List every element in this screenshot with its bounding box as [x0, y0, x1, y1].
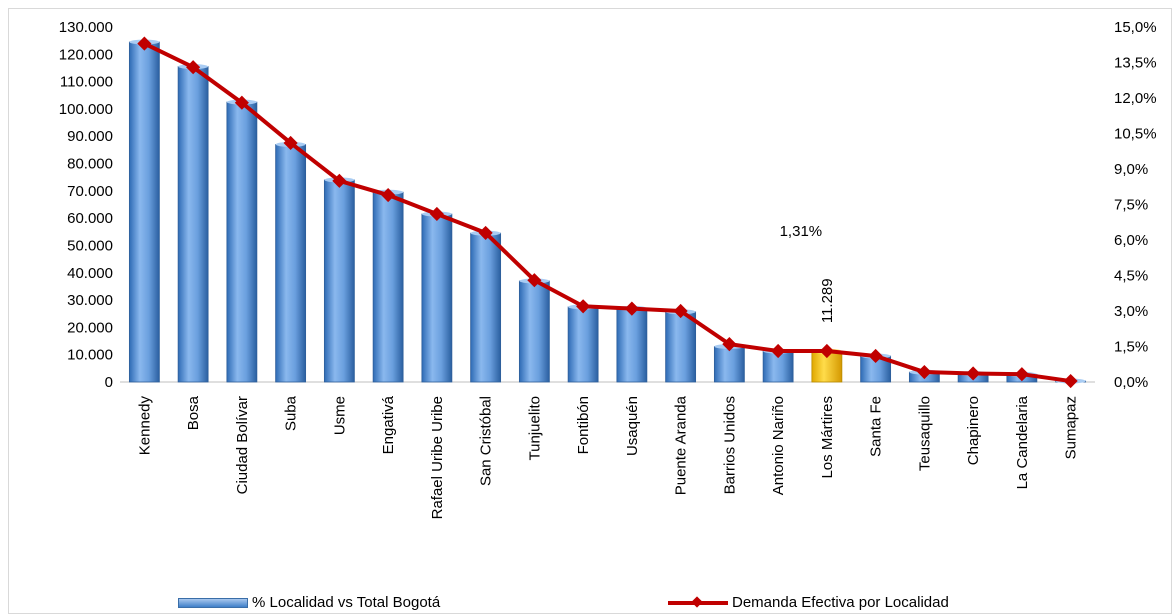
line-marker: [819, 343, 834, 359]
bar: [616, 307, 648, 383]
bar: [518, 280, 550, 383]
line-marker: [624, 301, 639, 316]
line-marker: [527, 273, 542, 288]
demand-line: [143, 41, 1071, 384]
combo-chart: 0 10.000 20.000 30.000 40.000 50.000 60.000 70.…: [59, 19, 1157, 519]
x-tick-label: Chapinero: [965, 396, 982, 465]
x-tick-label: Santa Fe: [868, 396, 885, 457]
y-left-tick-label: 60.000: [67, 210, 113, 227]
line-marker: [283, 135, 298, 151]
legend-bar-swatch: [178, 597, 248, 608]
legend-bar-label: % Localidad vs Total Bogotá: [252, 594, 441, 611]
x-tick-label: Teusaquillo: [916, 396, 933, 471]
x-tick-label: Suba: [283, 395, 300, 431]
y-right-tick-label: 7,5%: [1114, 197, 1148, 214]
line-marker: [576, 299, 591, 314]
y-right-tick-label: 3,0%: [1114, 303, 1148, 320]
x-tick-label: Usme: [331, 396, 348, 435]
bar: [323, 179, 355, 383]
x-tick-label: Bosa: [185, 395, 202, 430]
line-marker: [868, 348, 883, 364]
y-left-tick-label: 20.000: [67, 319, 113, 336]
y-left-tick-label: 120.000: [59, 46, 113, 63]
y-right-tick-label: 6,0%: [1114, 232, 1148, 249]
y-left-tick-label: 100.000: [59, 101, 113, 118]
line-marker: [771, 343, 786, 359]
bar: [470, 232, 502, 383]
chart-frame: [8, 8, 1172, 614]
x-tick-label: Barrios Unidos: [721, 396, 738, 494]
legend-item-line: Demanda Efectiva por Localidad: [668, 594, 949, 611]
y-left-tick-label: 50.000: [67, 237, 113, 254]
line-marker: [917, 364, 932, 380]
y-right-tick-label: 13,5%: [1114, 55, 1157, 72]
bar: [567, 306, 599, 383]
bar: [177, 66, 209, 383]
y-left-tick-label: 0: [105, 374, 113, 391]
y-left-tick-label: 90.000: [67, 128, 113, 145]
x-tick-label: Ciudad Bolívar: [234, 396, 251, 494]
bar: [665, 311, 697, 383]
y-right-tick-label: 15,0%: [1114, 19, 1157, 36]
legend-item-bars: % Localidad vs Total Bogotá: [178, 594, 440, 611]
legend-line-swatch: [668, 600, 728, 605]
bar: [275, 144, 307, 383]
legend: % Localidad vs Total Bogotá Demanda Efec…: [0, 594, 1174, 616]
bar: [226, 101, 258, 383]
y-left-tick-label: 10.000: [67, 347, 113, 364]
bar: [421, 213, 453, 383]
line-marker: [429, 206, 444, 222]
y-left-tick-label: 130.000: [59, 19, 113, 36]
x-tick-label: Los Mártires: [819, 396, 836, 479]
x-tick-label: Tunjuelito: [526, 396, 543, 460]
bar: [372, 191, 404, 383]
y-right-tick-label: 4,5%: [1114, 268, 1148, 285]
y-left-tick-label: 70.000: [67, 183, 113, 200]
y-right-tick-label: 9,0%: [1114, 161, 1148, 178]
bar: [713, 346, 745, 383]
x-tick-label: Antonio Nariño: [770, 396, 787, 495]
line-marker: [1014, 367, 1029, 382]
x-tick-label: Engativá: [380, 395, 397, 454]
x-tick-label: Kennedy: [136, 396, 153, 456]
y-left-tick-label: 110.000: [60, 74, 113, 91]
line-marker: [332, 173, 347, 188]
x-tick-label: Usaquén: [624, 396, 641, 456]
x-tick-label: Rafael Uribe Uribe: [429, 396, 446, 519]
line-marker: [1063, 373, 1078, 389]
legend-line-label: Demanda Efectiva por Localidad: [732, 594, 949, 611]
y-right-tick-label: 12,0%: [1114, 90, 1157, 107]
line-marker: [966, 366, 981, 381]
line-marker: [478, 225, 493, 240]
y-right-tick-label: 0,0%: [1114, 374, 1148, 391]
line-marker: [381, 187, 396, 203]
y-right-tick-label: 1,5%: [1114, 339, 1148, 356]
x-tick-label: La Candelaria: [1014, 395, 1031, 489]
y-left-tick-label: 80.000: [67, 156, 113, 173]
line-marker: [722, 337, 737, 352]
y-left-tick-label: 30.000: [67, 292, 113, 309]
line-data-label: 1,31%: [780, 223, 823, 240]
y-right-tick-label: 10,5%: [1114, 126, 1157, 143]
x-tick-label: Puente Aranda: [673, 395, 690, 495]
bar-data-label: 11.289: [819, 278, 836, 323]
x-tick-label: San Cristóbal: [478, 396, 495, 486]
x-tick-label: Fontibón: [575, 396, 592, 454]
x-tick-label: Sumapaz: [1063, 396, 1080, 459]
line-marker: [673, 303, 688, 319]
y-left-tick-label: 40.000: [67, 265, 113, 282]
bar: [128, 41, 160, 383]
